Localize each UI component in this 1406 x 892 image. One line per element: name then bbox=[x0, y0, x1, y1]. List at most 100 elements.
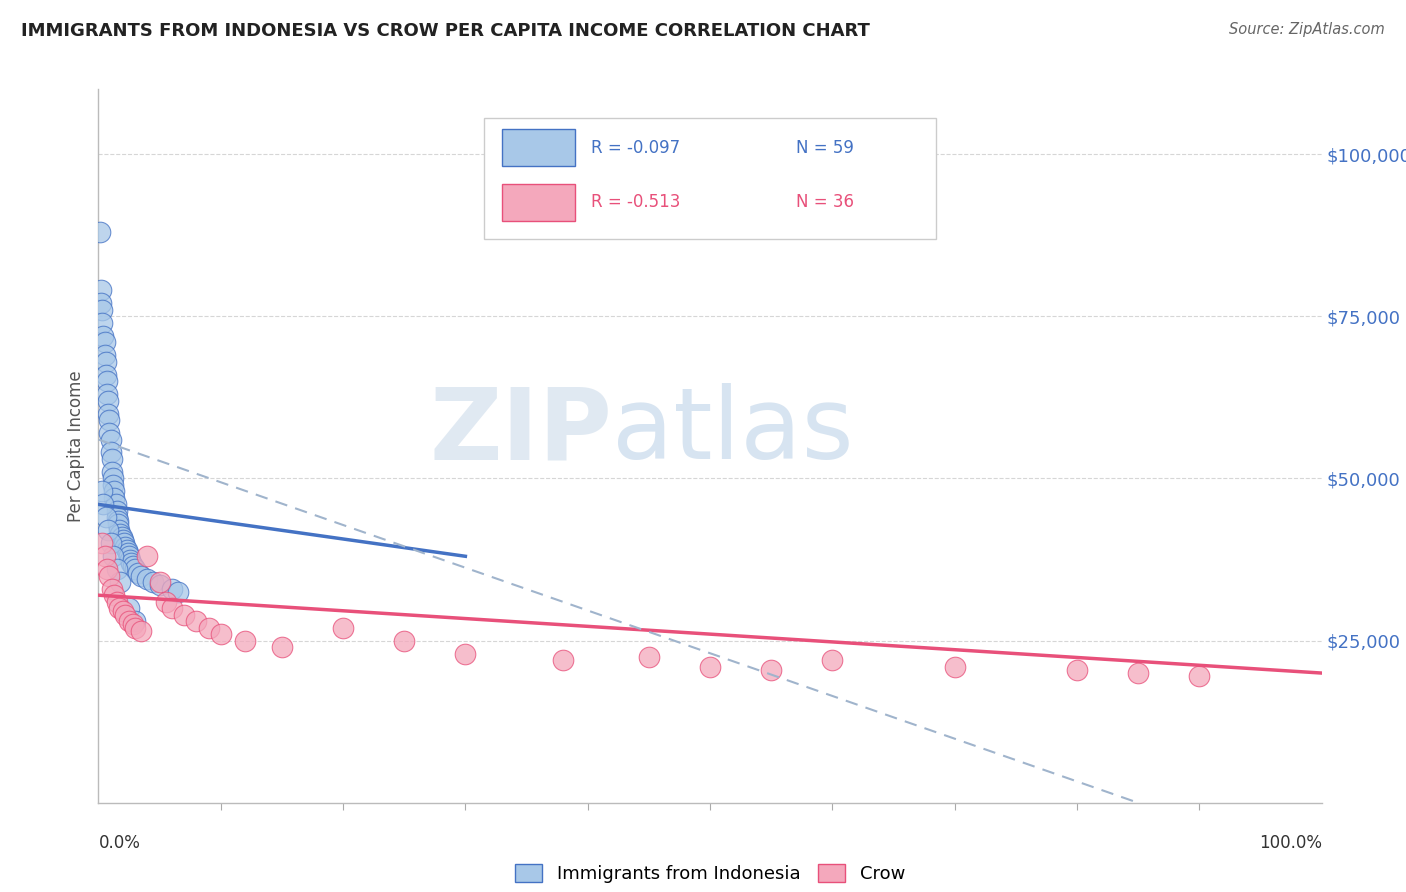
Text: N = 59: N = 59 bbox=[796, 139, 853, 157]
Point bbox=[1066, 663, 1088, 677]
Point bbox=[91, 328, 114, 343]
Point bbox=[89, 225, 111, 239]
Point bbox=[91, 536, 114, 550]
Point bbox=[100, 445, 122, 459]
Point bbox=[173, 607, 195, 622]
Point bbox=[101, 471, 124, 485]
Point bbox=[118, 614, 141, 628]
Point bbox=[332, 621, 354, 635]
Point bbox=[101, 549, 124, 564]
Point bbox=[167, 585, 190, 599]
Point bbox=[136, 549, 159, 564]
Y-axis label: Per Capita Income: Per Capita Income bbox=[66, 370, 84, 522]
Text: 0.0%: 0.0% bbox=[98, 834, 141, 852]
Point bbox=[103, 588, 125, 602]
Text: IMMIGRANTS FROM INDONESIA VS CROW PER CAPITA INCOME CORRELATION CHART: IMMIGRANTS FROM INDONESIA VS CROW PER CA… bbox=[21, 22, 870, 40]
Point bbox=[111, 533, 134, 547]
Point bbox=[129, 624, 152, 638]
Point bbox=[93, 348, 115, 362]
Point bbox=[186, 614, 208, 628]
Point bbox=[127, 566, 149, 580]
Point bbox=[454, 647, 477, 661]
Point bbox=[100, 433, 122, 447]
Point bbox=[105, 595, 128, 609]
Point bbox=[90, 283, 112, 297]
Point bbox=[94, 354, 117, 368]
Point bbox=[637, 649, 661, 664]
Text: atlas: atlas bbox=[612, 384, 853, 480]
Point bbox=[149, 578, 172, 592]
Point bbox=[98, 568, 121, 582]
Point bbox=[761, 663, 783, 677]
Point bbox=[118, 601, 141, 615]
Point bbox=[124, 562, 146, 576]
FancyBboxPatch shape bbox=[502, 129, 575, 166]
Point bbox=[699, 659, 721, 673]
Text: R = -0.097: R = -0.097 bbox=[592, 139, 681, 157]
Point bbox=[1188, 669, 1211, 683]
Point bbox=[98, 425, 121, 440]
Point bbox=[110, 575, 132, 590]
FancyBboxPatch shape bbox=[502, 184, 575, 221]
Point bbox=[270, 640, 294, 654]
Point bbox=[105, 504, 128, 518]
Point bbox=[117, 546, 139, 560]
Point bbox=[392, 633, 416, 648]
Point bbox=[553, 653, 575, 667]
Point bbox=[121, 559, 143, 574]
Point bbox=[142, 575, 165, 590]
Point bbox=[105, 562, 128, 576]
Point bbox=[197, 621, 219, 635]
Point bbox=[114, 540, 136, 554]
FancyBboxPatch shape bbox=[484, 118, 936, 239]
Point bbox=[91, 302, 114, 317]
Point bbox=[120, 552, 142, 566]
Point bbox=[108, 601, 131, 615]
Point bbox=[98, 413, 121, 427]
Text: R = -0.513: R = -0.513 bbox=[592, 193, 681, 211]
Point bbox=[118, 549, 141, 564]
Point bbox=[101, 465, 124, 479]
Text: 100.0%: 100.0% bbox=[1258, 834, 1322, 852]
Point bbox=[155, 595, 177, 609]
Point bbox=[94, 510, 117, 524]
Point bbox=[91, 497, 114, 511]
Point bbox=[233, 633, 256, 648]
Point bbox=[97, 407, 120, 421]
Text: N = 36: N = 36 bbox=[796, 193, 853, 211]
Point bbox=[108, 524, 131, 538]
Point bbox=[111, 604, 134, 618]
Point bbox=[94, 368, 117, 382]
Point bbox=[96, 374, 118, 388]
Point bbox=[101, 452, 124, 467]
Point bbox=[96, 387, 118, 401]
Point bbox=[96, 562, 118, 576]
Point bbox=[103, 491, 125, 505]
Point bbox=[160, 582, 183, 596]
Point bbox=[107, 516, 129, 531]
Point bbox=[1128, 666, 1150, 681]
Point bbox=[124, 614, 146, 628]
Point bbox=[121, 617, 143, 632]
Point bbox=[104, 497, 127, 511]
Point bbox=[91, 484, 114, 499]
Point bbox=[943, 659, 966, 673]
Point bbox=[111, 530, 134, 544]
Point bbox=[93, 335, 115, 350]
Point bbox=[107, 514, 129, 528]
Point bbox=[129, 568, 152, 582]
Point bbox=[91, 316, 114, 330]
Point bbox=[101, 478, 124, 492]
Point bbox=[136, 572, 159, 586]
Text: Source: ZipAtlas.com: Source: ZipAtlas.com bbox=[1229, 22, 1385, 37]
Point bbox=[114, 607, 136, 622]
Point bbox=[120, 556, 142, 570]
Point bbox=[124, 621, 146, 635]
Point bbox=[105, 510, 128, 524]
Point bbox=[115, 542, 138, 557]
Point bbox=[149, 575, 172, 590]
Point bbox=[160, 601, 183, 615]
Legend: Immigrants from Indonesia, Crow: Immigrants from Indonesia, Crow bbox=[508, 856, 912, 890]
Point bbox=[93, 549, 115, 564]
Point bbox=[209, 627, 232, 641]
